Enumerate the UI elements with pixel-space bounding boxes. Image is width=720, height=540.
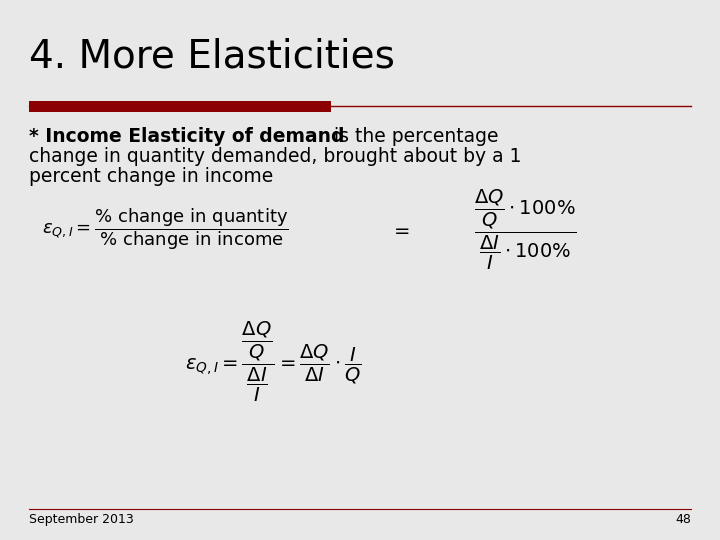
Text: $=$: $=$ xyxy=(390,220,410,239)
Text: $\dfrac{\dfrac{\Delta Q}{Q} \cdot 100\%}{\dfrac{\Delta I}{I} \cdot 100\%}$: $\dfrac{\dfrac{\Delta Q}{Q} \cdot 100\%}… xyxy=(474,187,577,272)
Text: September 2013: September 2013 xyxy=(29,513,133,526)
Text: percent change in income: percent change in income xyxy=(29,167,273,186)
Text: $\varepsilon_{Q,I} = \dfrac{\%\ \mathrm{change\ in\ quantity}}{\%\ \mathrm{chang: $\varepsilon_{Q,I} = \dfrac{\%\ \mathrm{… xyxy=(42,207,289,252)
FancyBboxPatch shape xyxy=(29,101,331,112)
Text: change in quantity demanded, brought about by a 1: change in quantity demanded, brought abo… xyxy=(29,147,521,166)
Text: $\varepsilon_{Q,I} = \dfrac{\dfrac{\Delta Q}{Q}}{\dfrac{\Delta I}{I}} = \dfrac{\: $\varepsilon_{Q,I} = \dfrac{\dfrac{\Delt… xyxy=(185,320,362,404)
Text: 48: 48 xyxy=(675,513,691,526)
Text: * Income Elasticity of demand: * Income Elasticity of demand xyxy=(29,127,344,146)
Text: 4. More Elasticities: 4. More Elasticities xyxy=(29,38,395,76)
Text: is the percentage: is the percentage xyxy=(328,127,498,146)
